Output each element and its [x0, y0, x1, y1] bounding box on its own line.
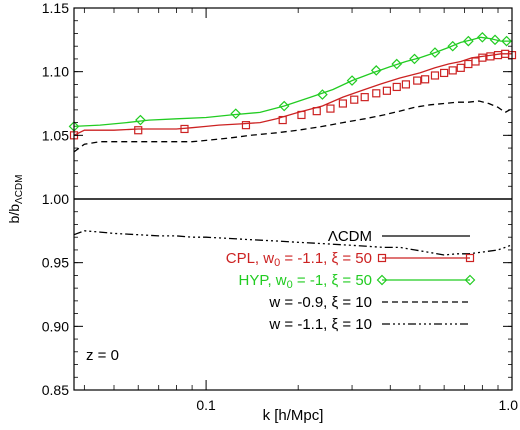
data-point-hyp [135, 114, 146, 126]
y-tick-label: 1.10 [42, 64, 69, 80]
y-tick-label: 1.00 [42, 191, 69, 207]
data-point-cpl [486, 52, 495, 61]
data-point-cpl [372, 89, 381, 98]
legend-label-hyp: HYP, w0 = -1, ξ = 50 [239, 272, 372, 291]
data-point-hyp [489, 34, 501, 46]
data-point-hyp [429, 47, 441, 58]
data-point-cpl [471, 57, 480, 66]
data-point-cpl [297, 110, 306, 120]
data-point-hyp [317, 89, 328, 100]
series-layer [68, 31, 517, 256]
series-line-w11 [73, 230, 513, 256]
data-point-cpl [350, 95, 359, 104]
data-point-cpl [382, 86, 392, 95]
data-point-cpl [180, 124, 189, 134]
data-point-cpl [134, 126, 143, 135]
x-axis-label: k [h/Mpc] [263, 407, 324, 424]
legend: ΛCDM CPL, w0 = -1.1, ξ = 50 HYP, w0 = -1, … [226, 228, 476, 333]
redshift-annotation: z = 0 [86, 347, 119, 364]
legend-marker-cpl [465, 253, 475, 263]
data-point-cpl [421, 75, 430, 84]
y-axis-label-main: b/b [6, 204, 22, 224]
data-point-cpl [326, 104, 335, 113]
series-line-hyp [73, 36, 512, 128]
data-point-cpl [338, 99, 347, 108]
data-point-hyp [346, 75, 358, 86]
legend-marker-cpl [377, 253, 387, 263]
legend-label-w09: w = -0.9, ξ = 10 [268, 294, 372, 311]
y-tick-label: 1.05 [42, 127, 69, 143]
data-point-hyp [477, 31, 488, 43]
data-point-cpl [392, 82, 401, 92]
data-point-cpl [360, 93, 369, 102]
y-tick-label: 0.85 [42, 382, 69, 398]
y-tick-label: 1.15 [42, 0, 69, 16]
data-point-hyp [391, 58, 403, 70]
legend-marker-hyp [464, 274, 476, 286]
data-point-cpl [478, 53, 487, 62]
x-tick-label: 1.0 [499, 397, 519, 413]
data-point-cpl [464, 59, 473, 69]
data-point-cpl [440, 68, 449, 78]
data-point-hyp [447, 40, 459, 52]
legend-marker-hyp [376, 274, 388, 286]
data-point-hyp [409, 53, 420, 65]
data-point-cpl [401, 80, 411, 89]
data-point-hyp [230, 108, 242, 120]
axes-layer: 0.85 0.90 0.95 1.00 1.05 1.10 1.15 0.1 1.0 [42, 0, 518, 413]
legend-label-cpl: CPL, w0 = -1.1, ξ = 50 [226, 250, 372, 269]
data-point-cpl [241, 121, 251, 130]
data-point-cpl [430, 71, 440, 80]
data-point-hyp [501, 35, 512, 47]
data-point-cpl [278, 115, 287, 125]
y-axis-label: b/bΛCDM [6, 175, 25, 224]
data-point-cpl [456, 63, 465, 72]
series-line-cpl [73, 53, 512, 136]
data-point-hyp [278, 100, 290, 112]
legend-label-w11: w = -1.1, ξ = 10 [268, 316, 372, 333]
legend-label-lcdm: ΛCDM [328, 228, 372, 245]
x-tick-label: 0.1 [196, 397, 216, 413]
y-tick-label: 0.95 [42, 255, 69, 271]
y-axis-label-sub: ΛCDM [14, 175, 25, 204]
y-tick-label: 0.90 [42, 318, 69, 334]
data-point-cpl [448, 66, 457, 75]
data-point-cpl [312, 107, 321, 116]
series-line-w09 [73, 100, 513, 153]
data-point-cpl [413, 76, 422, 85]
data-point-hyp [370, 65, 382, 76]
data-point-hyp [463, 35, 474, 47]
